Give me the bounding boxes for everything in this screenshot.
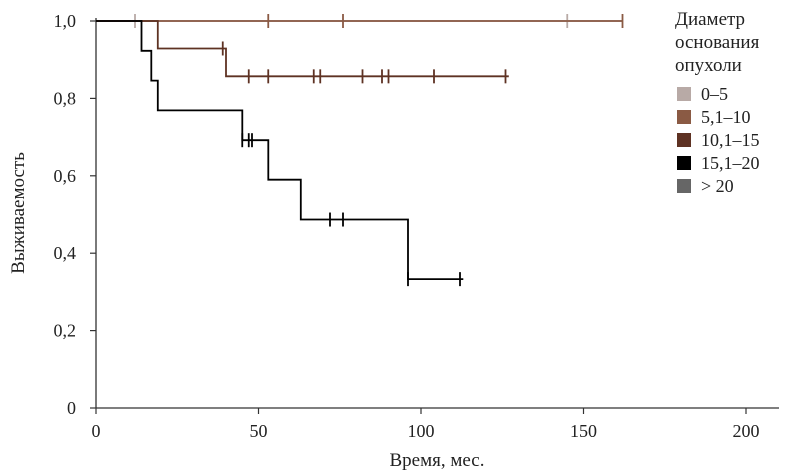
y-tick-label: 1,0 — [54, 11, 77, 31]
y-tick-label: 0,8 — [54, 88, 77, 108]
x-tick-label: 50 — [250, 421, 268, 441]
y-axis-title: Выживаемость — [8, 152, 29, 274]
y-tick-label: 0,2 — [54, 321, 77, 341]
y-tick-label: 0,6 — [54, 166, 77, 186]
x-tick-label: 0 — [92, 421, 101, 441]
series-line — [96, 20, 464, 280]
legend-items: 0–5 5,1–10 10,1–15 15,1–20 > 20 — [677, 84, 760, 196]
legend-label: 10,1–15 — [701, 130, 760, 150]
y-ticks: 0 0,2 0,4 0,6 0,8 1,0 — [54, 11, 96, 418]
y-tick-label: 0,4 — [54, 243, 77, 263]
legend: Диаметр основания опухоли 0–5 5,1–10 10,1–… — [675, 9, 760, 196]
y-tick-label: 0 — [67, 398, 76, 418]
legend-swatch — [677, 133, 691, 147]
series-line — [96, 20, 509, 78]
legend-label: 15,1–20 — [701, 153, 760, 173]
legend-title-line-2: основания — [675, 32, 760, 53]
legend-label: 5,1–10 — [701, 107, 751, 127]
x-axis-title: Время, мес. — [390, 450, 485, 471]
legend-swatch — [677, 110, 691, 124]
legend-title-line-1: Диаметр — [675, 9, 745, 30]
series-4 — [96, 20, 464, 287]
axes: 0 50 100 150 200 0 0,2 0,4 0,6 0,8 1,0 — [54, 11, 779, 441]
legend-label: 0–5 — [701, 84, 728, 104]
series-group — [96, 14, 624, 287]
x-ticks: 0 50 100 150 200 — [92, 408, 760, 441]
legend-swatch — [677, 179, 691, 193]
series-2 — [96, 14, 624, 28]
legend-swatch — [677, 87, 691, 101]
x-tick-label: 100 — [408, 421, 435, 441]
legend-title-line-3: опухоли — [675, 55, 742, 76]
legend-label: > 20 — [701, 176, 734, 196]
x-tick-label: 150 — [570, 421, 597, 441]
x-tick-label: 200 — [733, 421, 760, 441]
series-3 — [96, 20, 509, 84]
legend-swatch — [677, 156, 691, 170]
